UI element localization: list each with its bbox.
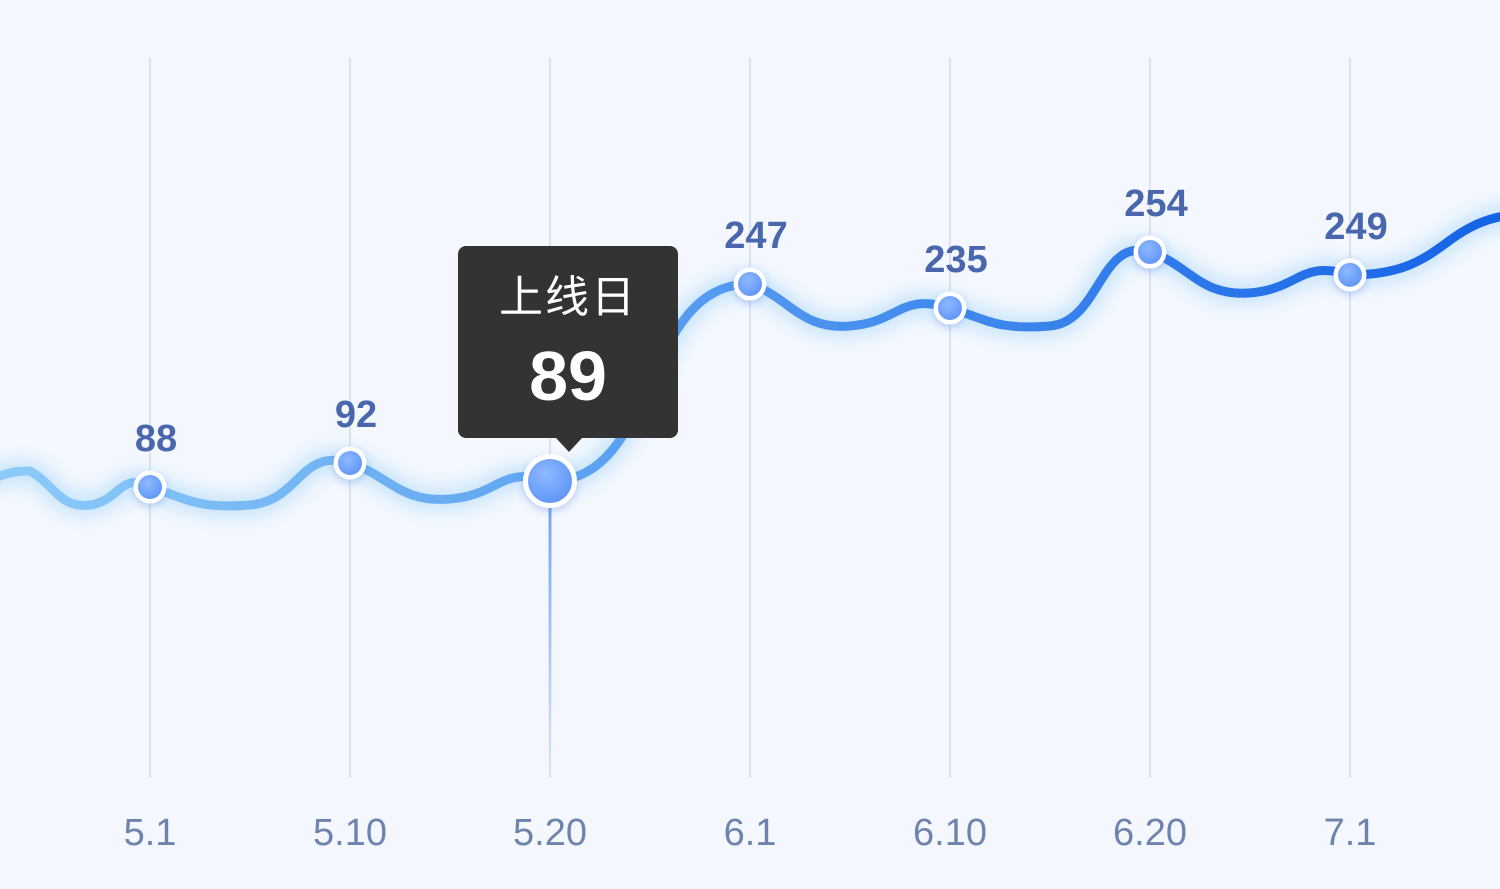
x-tick-label: 5.10 xyxy=(313,812,387,854)
x-tick-label: 7.1 xyxy=(1324,812,1377,854)
value-label: 88 xyxy=(135,418,177,460)
x-tick-label: 6.1 xyxy=(724,812,777,854)
value-label: 92 xyxy=(335,394,377,436)
value-label: 249 xyxy=(1324,206,1387,248)
tooltip-title: 上线日 xyxy=(499,272,637,323)
tooltip-drop-line xyxy=(548,481,552,770)
data-point[interactable] xyxy=(138,475,162,499)
x-tick-label: 6.20 xyxy=(1113,812,1187,854)
x-tick-label: 6.10 xyxy=(913,812,987,854)
markers xyxy=(133,235,1367,508)
x-tick-label: 5.20 xyxy=(513,812,587,854)
grid-lines xyxy=(149,58,1351,778)
value-label: 247 xyxy=(724,215,787,257)
active-data-point[interactable] xyxy=(528,459,572,503)
tooltip-value: 89 xyxy=(529,337,607,415)
x-axis-ticks: 5.1 5.10 5.20 6.1 6.10 6.20 7.1 xyxy=(124,812,1377,854)
value-label: 254 xyxy=(1124,183,1187,225)
tooltip: 上线日 89 xyxy=(458,246,678,452)
x-tick-label: 5.1 xyxy=(124,812,177,854)
value-labels: 88 92 247 235 254 249 xyxy=(135,183,1388,460)
data-point[interactable] xyxy=(938,296,962,320)
data-point[interactable] xyxy=(1338,262,1362,287)
data-point[interactable] xyxy=(1138,240,1162,264)
data-point[interactable] xyxy=(738,272,762,296)
data-point[interactable] xyxy=(338,451,362,475)
tooltip-drop-line-group xyxy=(548,481,552,770)
value-label: 235 xyxy=(924,239,987,281)
